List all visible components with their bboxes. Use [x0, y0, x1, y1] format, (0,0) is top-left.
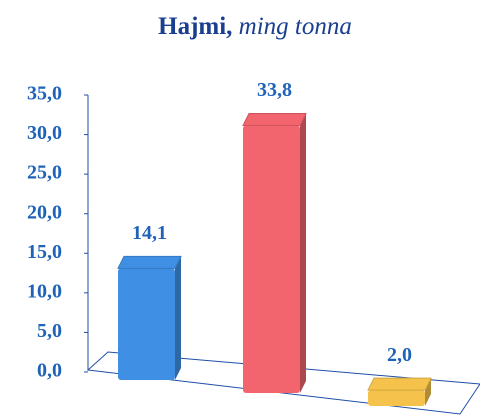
y-tick-label: 10,0: [27, 280, 62, 302]
bar-front: [243, 125, 300, 394]
bar-top: [117, 255, 182, 269]
bar: [117, 255, 182, 380]
floor: [86, 351, 480, 415]
y-tick-label: 15,0: [27, 241, 62, 263]
bar-side: [300, 113, 306, 394]
value-label: 33,8: [257, 79, 292, 101]
bar-front: [368, 390, 425, 406]
y-tick-label: 25,0: [27, 162, 62, 184]
bar-top: [242, 112, 307, 126]
bar: [367, 377, 432, 406]
y-tick-label: 5,0: [37, 320, 62, 342]
chart-title-line: Hajmi, ming tonna: [158, 13, 352, 40]
value-label: 14,1: [132, 222, 167, 244]
bar-front: [118, 268, 175, 380]
chart-title: Hajmi,: [158, 13, 232, 40]
bar-side: [175, 256, 181, 380]
chart-subtitle: ming tonna: [239, 13, 352, 40]
bar: [242, 112, 307, 394]
value-label: 2,0: [387, 344, 412, 366]
y-tick-label: 35,0: [27, 83, 62, 105]
bar-side: [425, 378, 431, 406]
y-tick-label: 30,0: [27, 122, 62, 144]
bar-top: [367, 377, 432, 391]
y-tick-label: 20,0: [27, 201, 62, 223]
y-tick-label: 0,0: [37, 360, 62, 382]
